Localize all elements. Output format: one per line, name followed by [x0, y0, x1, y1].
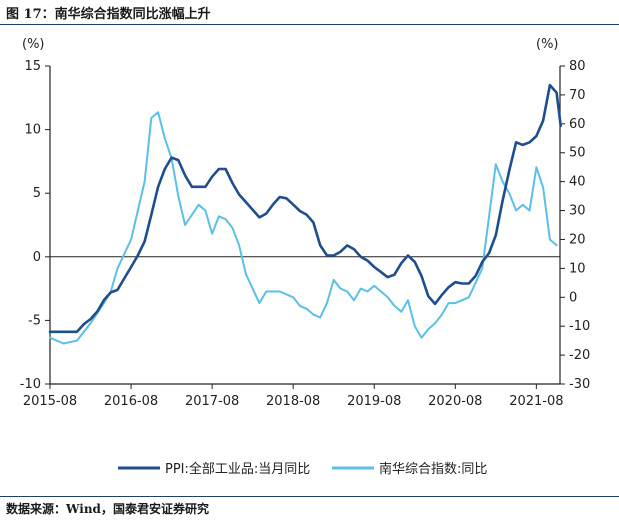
right-tick-label: -10: [569, 319, 590, 334]
right-tick-label: 60: [569, 117, 586, 132]
legend: PPI:全部工业品:当月同比 南华综合指数:同比: [118, 461, 487, 477]
right-tick-label: -30: [569, 377, 590, 392]
right-tick-label: 80: [569, 59, 586, 74]
right-tick-label: 20: [569, 232, 586, 247]
figure-source: 数据来源：Wind，国泰君安证券研究: [6, 502, 209, 516]
right-tick-label: -20: [569, 348, 590, 363]
legend-label-nanhua: 南华综合指数:同比: [379, 461, 487, 477]
legend-label-ppi: PPI:全部工业品:当月同比: [165, 461, 310, 477]
x-tick-label: 2021-08: [509, 394, 563, 409]
right-axis-unit: (%): [536, 37, 559, 52]
left-tick-label: 5: [33, 186, 41, 201]
left-tick-label: 15: [24, 59, 41, 74]
series-line-nanhua: [49, 111, 558, 345]
line-chart: 151050-5-1080706050403020100-10-20-30201…: [20, 37, 590, 477]
right-tick-label: 70: [569, 88, 586, 103]
left-tick-label: -10: [20, 377, 41, 392]
x-tick-label: 2017-08: [185, 394, 239, 409]
source-rule: [0, 496, 619, 497]
x-tick-label: 2018-08: [266, 394, 320, 409]
right-tick-label: 50: [569, 146, 586, 161]
right-tick-label: 10: [569, 261, 586, 276]
x-tick-label: 2016-08: [104, 394, 158, 409]
plot-area: 151050-5-1080706050403020100-10-20-30201…: [20, 59, 590, 409]
right-tick-label: 0: [569, 290, 577, 305]
left-axis-unit: (%): [22, 37, 45, 52]
x-tick-label: 2015-08: [23, 394, 77, 409]
right-tick-label: 30: [569, 204, 586, 219]
series-line-ppi: [48, 83, 562, 334]
title-rule: [0, 24, 619, 25]
left-tick-label: -5: [28, 313, 41, 328]
figure-title: 图 17：南华综合指数同比涨幅上升: [6, 7, 211, 22]
left-tick-label: 10: [24, 123, 41, 138]
right-tick-label: 40: [569, 175, 586, 190]
x-tick-label: 2020-08: [428, 394, 482, 409]
x-tick-label: 2019-08: [347, 394, 401, 409]
left-tick-label: 0: [33, 250, 41, 265]
